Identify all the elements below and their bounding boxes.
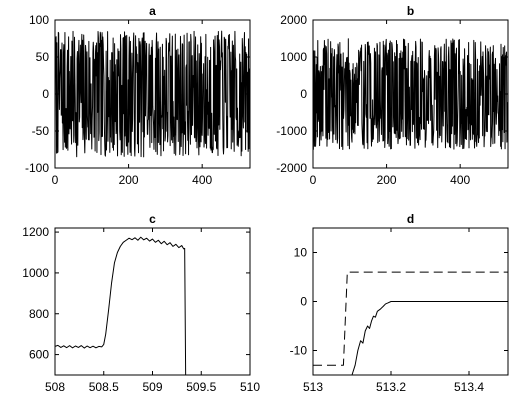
x-tick-label: 510 bbox=[240, 380, 260, 394]
x-tick-label: 200 bbox=[377, 173, 397, 187]
x-tick-label: 513.4 bbox=[454, 380, 484, 394]
plot-area bbox=[313, 271, 508, 375]
panel-title: d bbox=[407, 212, 414, 226]
y-tick-label: 600 bbox=[29, 348, 49, 362]
panel-title: c bbox=[149, 212, 156, 226]
panel-title: a bbox=[149, 4, 156, 18]
panel-title: b bbox=[407, 4, 414, 18]
plot-area bbox=[313, 38, 508, 150]
x-tick-label: 508.5 bbox=[89, 380, 119, 394]
y-tick-label: -2000 bbox=[276, 161, 307, 175]
x-tick-label: 509 bbox=[142, 380, 162, 394]
panel-b: 0 200 400 -2000 -1000 0 1000 2000 b bbox=[276, 4, 509, 187]
y-tick-label: 10 bbox=[294, 246, 308, 260]
series-line-1 bbox=[351, 301, 508, 375]
series-line-0 bbox=[55, 30, 250, 158]
y-tick-label: 800 bbox=[29, 307, 49, 321]
x-tick-label: 200 bbox=[119, 173, 139, 187]
x-tick-label: 0 bbox=[310, 173, 317, 187]
panel-d: 513 513.2 513.4 -10 0 10 d bbox=[290, 212, 509, 394]
series-line-0 bbox=[313, 271, 508, 366]
plot-area bbox=[55, 30, 250, 158]
y-tick-label: 100 bbox=[29, 13, 49, 27]
y-tick-label: 1000 bbox=[280, 50, 307, 64]
y-tick-label: 1000 bbox=[22, 266, 49, 280]
panel-a: 0 200 400 -100 -50 0 50 100 a bbox=[25, 4, 251, 187]
x-tick-label: 513.2 bbox=[376, 380, 406, 394]
y-tick-label: 0 bbox=[42, 87, 49, 101]
x-tick-label: 513 bbox=[303, 380, 323, 394]
series-line-0 bbox=[55, 236, 187, 375]
x-tick-label: 0 bbox=[52, 173, 59, 187]
x-tick-label: 508 bbox=[45, 380, 65, 394]
y-tick-label: 2000 bbox=[280, 13, 307, 27]
y-tick-label: 50 bbox=[36, 50, 50, 64]
plot-area bbox=[55, 236, 187, 375]
x-tick-label: 509.5 bbox=[186, 380, 216, 394]
y-tick-label: 1200 bbox=[22, 225, 49, 239]
panel-c: 508 508.5 509 509.5 510 600 800 1000 1200 c bbox=[22, 212, 260, 394]
series-line-0 bbox=[313, 38, 508, 150]
axes-frame bbox=[54, 227, 251, 376]
y-tick-label: 0 bbox=[300, 295, 307, 309]
y-tick-label: -50 bbox=[32, 124, 50, 138]
y-tick-label: -100 bbox=[25, 161, 49, 175]
x-tick-label: 400 bbox=[192, 173, 212, 187]
y-tick-label: -1000 bbox=[276, 124, 307, 138]
y-tick-label: 0 bbox=[300, 87, 307, 101]
y-tick-label: -10 bbox=[290, 344, 308, 358]
x-tick-label: 400 bbox=[450, 173, 470, 187]
